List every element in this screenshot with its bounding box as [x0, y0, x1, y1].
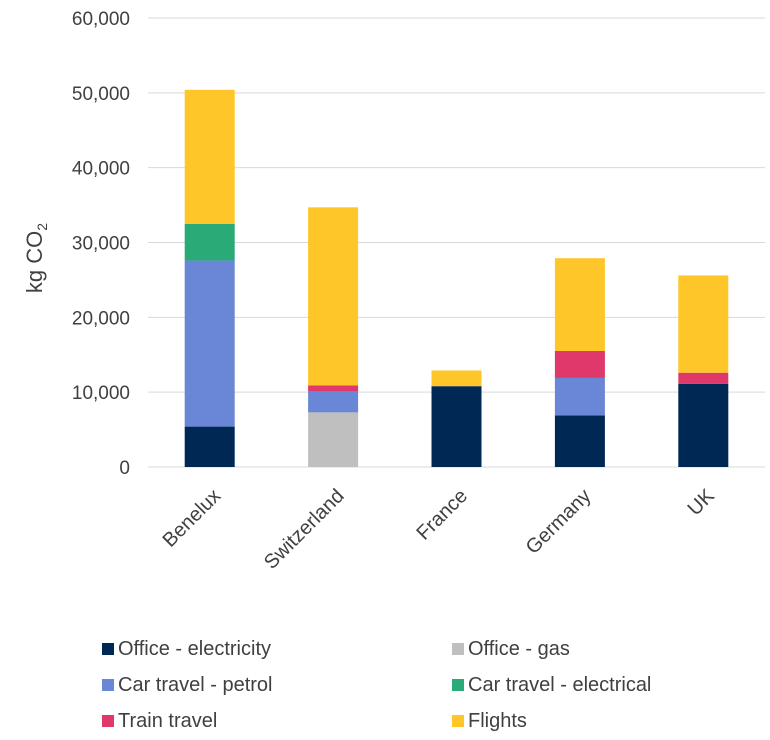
y-tick-label: 40,000: [72, 159, 130, 180]
legend-swatch: [102, 715, 114, 727]
bar-segment: [308, 412, 359, 467]
y-axis-label: kg CO2: [22, 223, 50, 293]
legend-label: Office - electricity: [118, 637, 271, 660]
legend-label: Flights: [468, 709, 527, 732]
y-tick-label: 60,000: [72, 9, 130, 30]
y-tick-label: 10,000: [72, 383, 130, 404]
legend-label: Car travel - electrical: [468, 673, 652, 696]
bar-segment: [554, 351, 605, 378]
legend-swatch: [452, 679, 464, 691]
y-tick-label: 0: [119, 458, 130, 479]
legend-item: Car travel - electrical: [452, 672, 742, 698]
bars: [184, 89, 729, 467]
bar-segment: [308, 207, 359, 386]
legend-label: Office - gas: [468, 637, 570, 660]
bar-segment: [184, 426, 235, 467]
gridlines: [148, 17, 765, 468]
bar-segment: [308, 385, 359, 392]
bar-segment: [554, 258, 605, 352]
legend-label: Car travel - petrol: [118, 673, 273, 696]
legend: Office - electricity Office - gas Car trav…: [102, 636, 742, 734]
bar-segment: [554, 415, 605, 467]
bar-segment: [431, 370, 482, 387]
legend-swatch: [452, 715, 464, 727]
legend-swatch: [102, 679, 114, 691]
legend-item: Flights: [452, 708, 742, 734]
bar-segment: [184, 89, 235, 224]
stacked-bar-chart: 0 10,000 20,000 30,000 40,000 50,000 60,000 Be…: [22, 9, 765, 574]
bar-segment: [431, 386, 482, 467]
y-tick-label: 50,000: [72, 84, 130, 105]
bar-segment: [184, 260, 235, 427]
x-axis-category-labels: Benelux Switzerland France Germany UK: [159, 485, 720, 574]
legend-item: Train travel: [102, 708, 452, 734]
legend-label: Train travel: [118, 709, 218, 732]
bar-segment: [554, 377, 605, 416]
bar-segment: [678, 372, 729, 384]
bar-segment: [308, 391, 359, 413]
bar-segment: [184, 223, 235, 261]
x-tick-label: Switzerland: [260, 485, 349, 574]
y-axis-label-main: kg CO: [22, 231, 47, 293]
legend-item: Office - gas: [452, 636, 742, 662]
bar-segment: [678, 383, 729, 467]
legend-item: Office - electricity: [102, 636, 452, 662]
x-tick-label: Benelux: [159, 485, 226, 552]
y-tick-label: 20,000: [72, 308, 130, 329]
x-tick-label: UK: [684, 485, 720, 521]
y-axis-tick-labels: 0 10,000 20,000 30,000 40,000 50,000 60,000: [72, 9, 130, 479]
legend-swatch: [452, 643, 464, 655]
legend-item: Car travel - petrol: [102, 672, 452, 698]
x-tick-label: France: [412, 485, 472, 545]
bar-segment: [678, 275, 729, 373]
y-axis-label-subscript: 2: [34, 223, 50, 231]
y-tick-label: 30,000: [72, 234, 130, 255]
legend-swatch: [102, 643, 114, 655]
x-tick-label: Germany: [522, 485, 596, 559]
